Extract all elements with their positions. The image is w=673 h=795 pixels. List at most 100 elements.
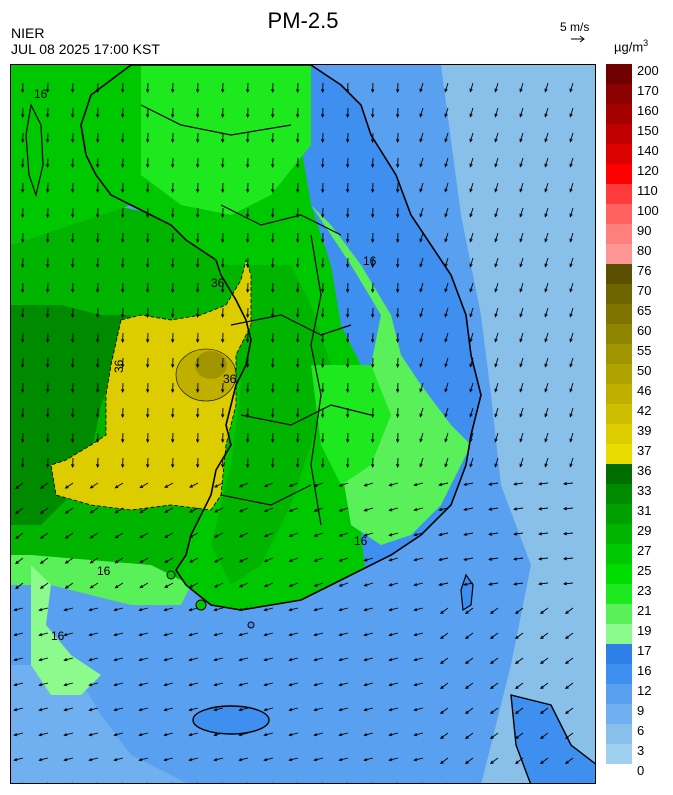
wind-vector-head	[438, 557, 443, 562]
colorbar-tick-label: 37	[637, 443, 652, 458]
wind-vector	[414, 557, 424, 561]
colorbar-swatch	[606, 184, 632, 205]
wind-vector-head	[170, 439, 175, 444]
wind-vector-head	[444, 288, 448, 293]
wind-vector	[544, 132, 549, 142]
wind-vector-head	[463, 507, 468, 511]
colorbar-swatch	[606, 304, 632, 325]
wind-vector	[239, 532, 249, 538]
wind-vector	[465, 657, 474, 664]
wind-vector-head	[213, 657, 218, 662]
wind-vector-head	[270, 114, 275, 119]
wind-vector-head	[370, 189, 375, 194]
unit-label: µg/m3	[614, 38, 648, 54]
wind-vector-head	[120, 164, 125, 169]
wind-vector	[444, 182, 449, 192]
wind-vector-head	[13, 657, 18, 662]
wind-vector	[289, 757, 299, 761]
wind-vector-head	[120, 364, 125, 369]
wind-vector-head	[120, 239, 125, 244]
wind-vector-head	[288, 657, 293, 662]
wind-vector	[421, 782, 423, 783]
wind-vector-head	[20, 414, 25, 419]
wind-vector	[544, 382, 549, 392]
wind-vector-head	[164, 534, 169, 538]
wind-vector-head	[89, 510, 94, 514]
wind-vector-head	[388, 558, 393, 562]
wind-vector-head	[145, 289, 150, 294]
wind-vector-head	[213, 707, 218, 712]
wind-vector-head	[220, 164, 225, 169]
wind-vector	[196, 782, 198, 783]
wind-vector-head	[213, 559, 218, 563]
wind-vector-head	[20, 239, 25, 244]
west-sea-dark-green-zone	[11, 305, 131, 525]
wind-vector	[364, 482, 374, 487]
wind-vector-head	[538, 557, 543, 561]
wind-vector-head	[263, 483, 268, 488]
wind-vector-head	[20, 389, 25, 394]
wind-vector-head	[519, 263, 523, 268]
unit-exponent: 3	[643, 38, 649, 48]
colorbar-tick-label: 17	[637, 643, 652, 658]
wind-vector-head	[195, 164, 200, 169]
wind-vector	[569, 457, 574, 467]
colorbar-swatch	[606, 724, 632, 745]
wind-vector-head	[245, 339, 250, 344]
wind-vector-head	[15, 560, 19, 565]
wind-vector-head	[238, 657, 243, 662]
wind-vector	[189, 632, 199, 636]
wind-vector	[515, 757, 524, 764]
wind-vector	[114, 682, 124, 686]
wind-vector	[419, 407, 424, 417]
wind-vector-head	[45, 439, 50, 444]
wind-vector-head	[120, 139, 125, 144]
wind-vector	[389, 532, 399, 536]
wind-vector	[469, 82, 474, 92]
colorbar-tick-label: 9	[637, 703, 645, 718]
wind-vector	[15, 507, 24, 514]
wind-vector	[419, 332, 424, 342]
wind-vector-head	[544, 438, 548, 443]
wind-vector-head	[388, 508, 393, 512]
wind-vector	[189, 757, 199, 761]
wind-vector	[494, 382, 499, 392]
wind-vector-head	[444, 163, 448, 168]
island	[247, 621, 255, 629]
wind-vector-head	[395, 389, 400, 394]
wind-vector-head	[195, 389, 200, 394]
wind-vector-head	[320, 189, 325, 194]
wind-vector	[563, 582, 574, 585]
wind-vector	[90, 507, 99, 514]
wind-vector-head	[89, 560, 94, 564]
wind-vector	[115, 507, 124, 514]
wind-vector-head	[95, 289, 100, 294]
wind-vector	[494, 107, 499, 117]
wind-vector	[115, 557, 124, 564]
wind-vector	[494, 457, 499, 467]
wind-vector-head	[345, 164, 350, 169]
wind-vector-head	[263, 632, 268, 637]
wind-vector-head	[213, 584, 218, 588]
wind-vector-head	[163, 657, 168, 662]
pm25-map: 16 36 36 36 16 16 16 16	[10, 64, 596, 784]
wind-vector-head	[45, 389, 50, 394]
wind-vector	[364, 532, 374, 537]
wind-vector-head	[395, 364, 400, 369]
wind-vector	[214, 657, 224, 661]
wind-vector	[14, 657, 24, 661]
colorbar-tick-label: 19	[637, 623, 652, 638]
wind-vector-head	[388, 607, 393, 612]
wind-vector-head	[489, 660, 494, 664]
wind-vector-head	[413, 557, 418, 562]
contour-label: 16	[363, 254, 377, 268]
wind-vector-head	[444, 438, 448, 443]
colorbar-tick-label: 60	[637, 323, 652, 338]
wind-vector	[419, 132, 424, 142]
wind-vector-head	[569, 213, 573, 218]
wind-vector	[339, 632, 349, 636]
wind-vector	[314, 582, 324, 587]
wind-vector	[444, 257, 449, 267]
wind-vector	[469, 157, 474, 167]
wind-vector-head	[295, 339, 300, 344]
